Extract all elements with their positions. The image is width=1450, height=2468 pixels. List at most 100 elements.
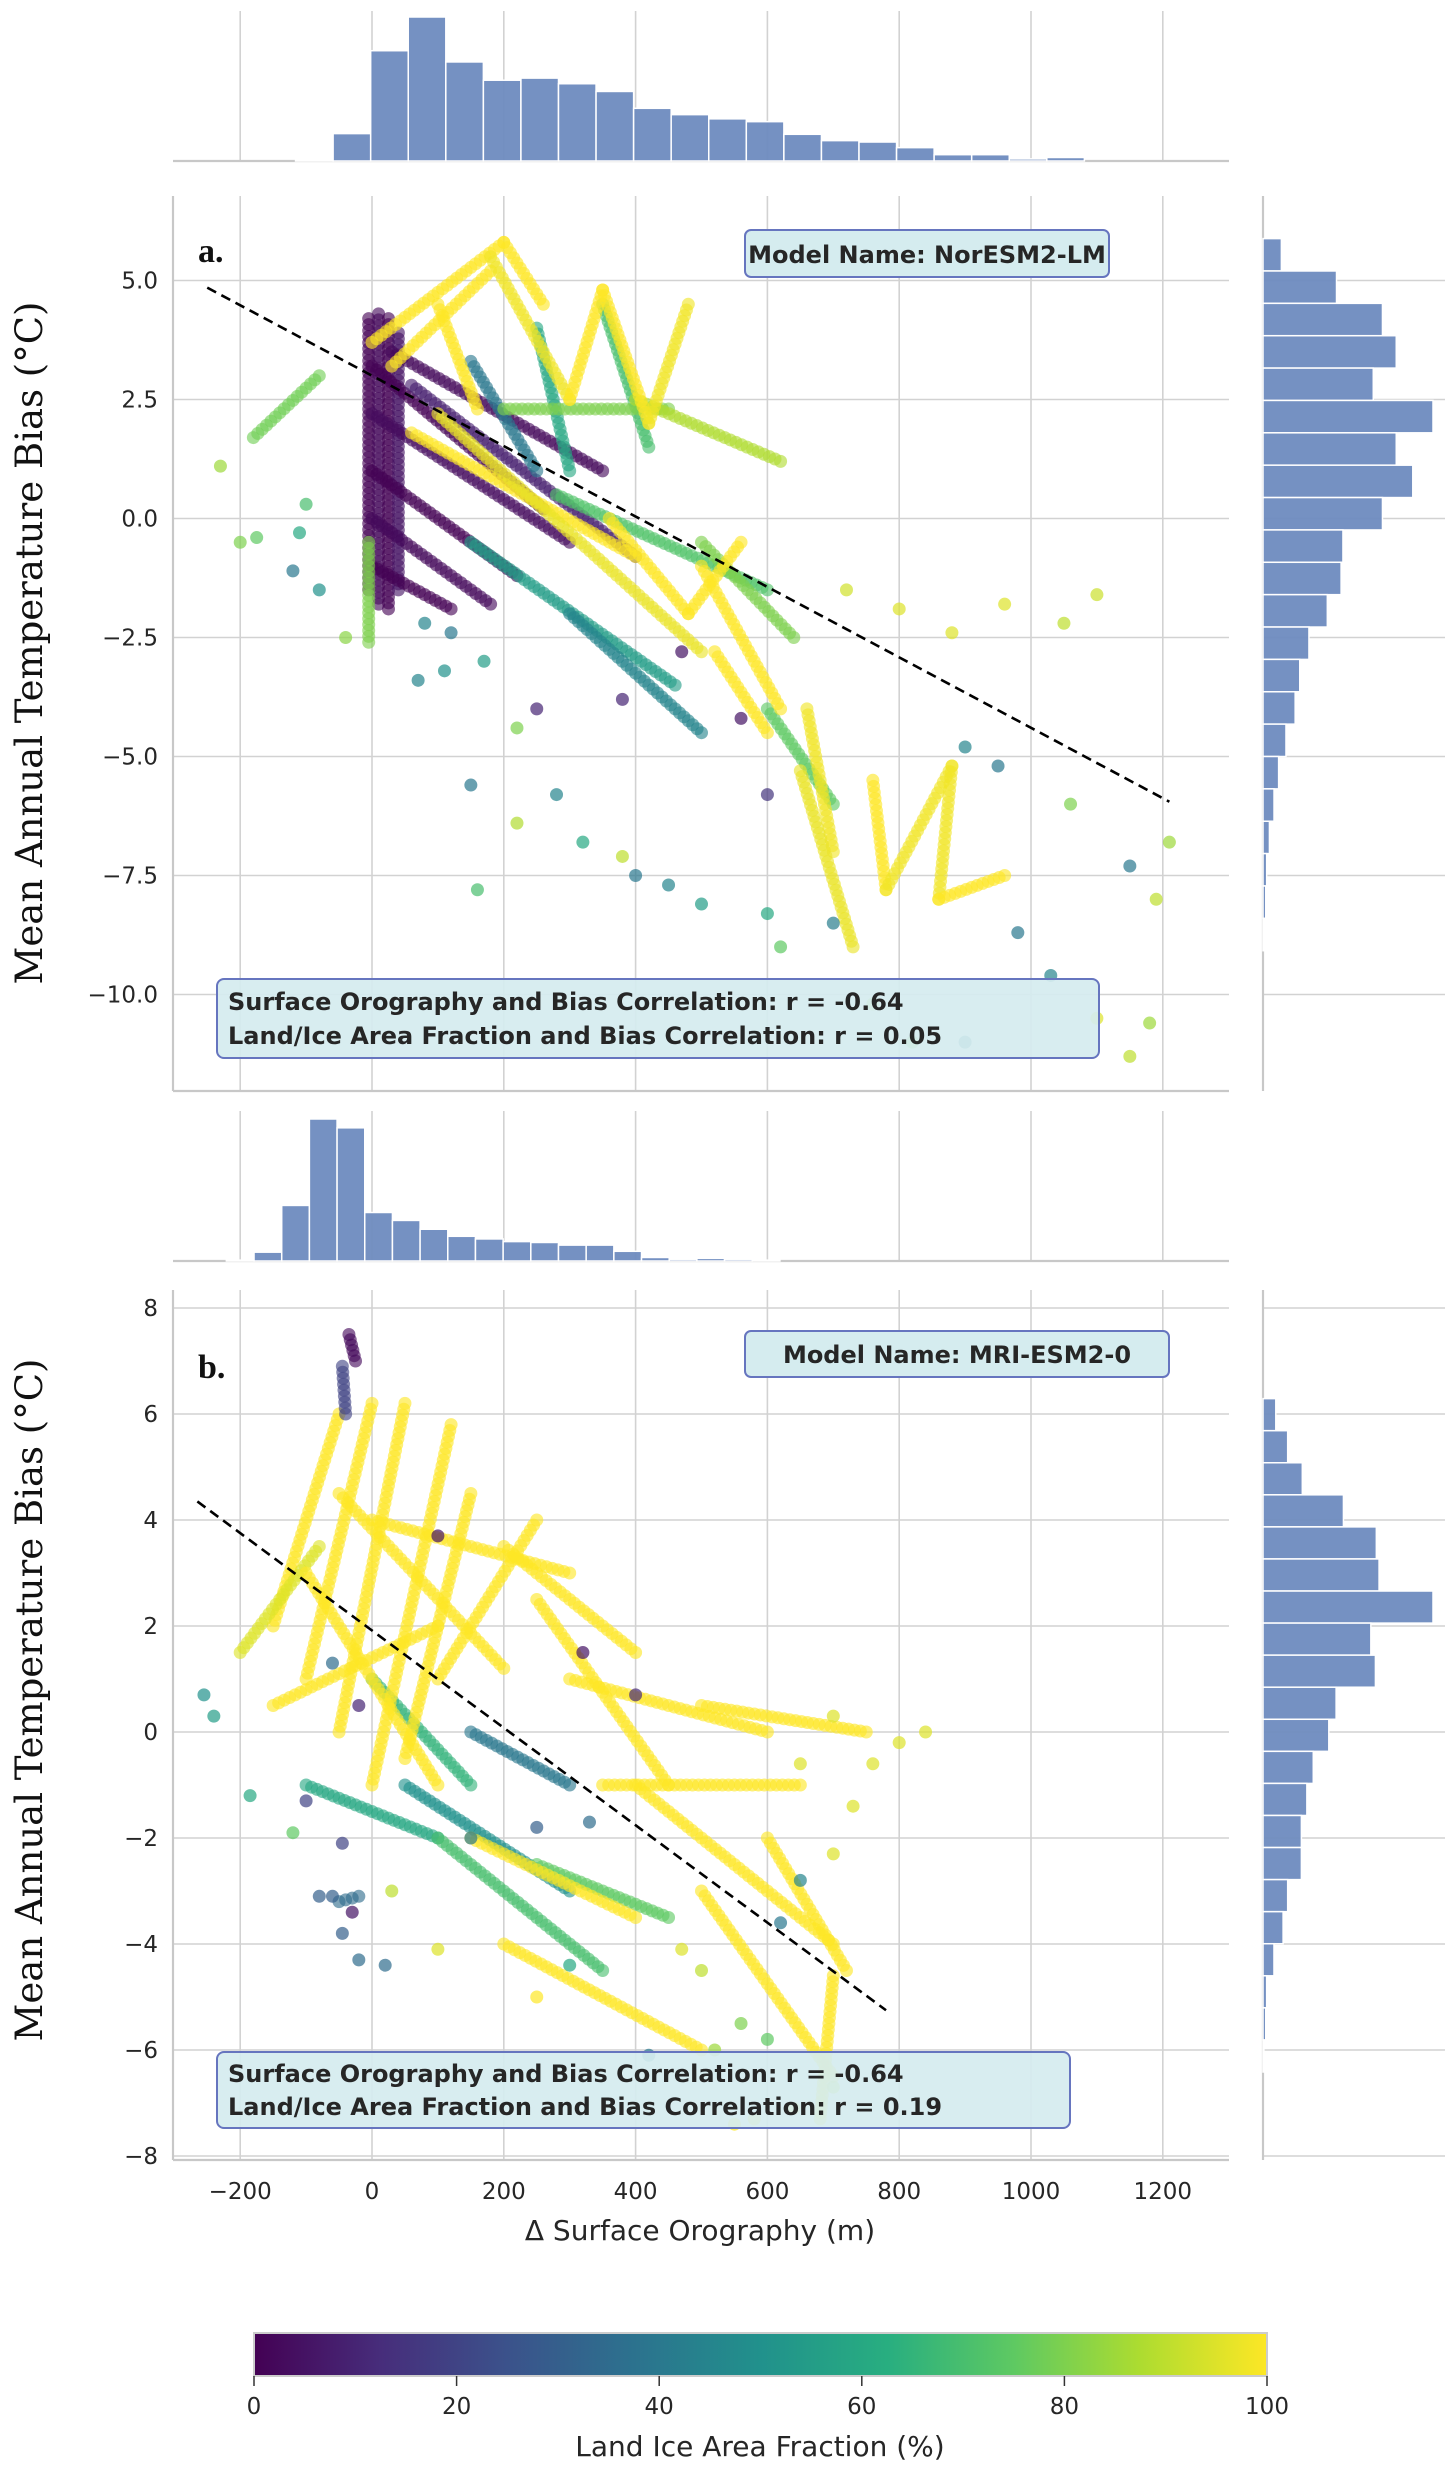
histogram-bar [294,158,334,162]
x-tick-label: 800 [877,2179,921,2205]
scatter-point [197,1688,211,1702]
colorbar-label: Land Ice Area Fraction (%) [575,2430,944,2463]
histogram-bar [895,146,935,162]
scatter-point [213,459,227,473]
scatter-point [339,631,353,644]
panel-b-regression-line [196,1500,887,2012]
scatter-point [629,1646,643,1659]
panel-a-regression-line [206,286,1171,803]
scatter-point [339,1407,353,1421]
scatter-point [615,849,629,863]
histogram-bar [585,1244,615,1262]
scatter-point [1149,892,1163,906]
scatter-point [774,1916,788,1930]
histogram-bar [820,139,860,162]
y-tick-label: −6 [124,2038,158,2064]
scatter-point [563,464,577,478]
histogram-bar [447,1235,477,1262]
colorbar-tick-label: 40 [645,2394,674,2420]
scatter-point [411,673,425,687]
scatter-point [312,1540,326,1553]
histogram-bar [1262,658,1301,693]
scatter-point [866,1757,880,1771]
scatter-point [464,1831,478,1845]
histogram-bar [1262,1654,1377,1688]
scatter-point [695,726,708,740]
histogram-bar [1262,432,1397,466]
scatter-point [243,1789,257,1803]
histogram-bar [332,132,372,162]
histogram-bar [1262,334,1397,369]
panel-b-correlation-box: Surface Orography and Bias Correlation: … [216,2051,1071,2129]
scatter-point [892,1736,906,1750]
panel-b-model-name: Model Name: MRI-ESM2-0 [783,1341,1131,1369]
scatter-point [787,631,801,644]
histogram-bar [1262,1846,1303,1881]
scatter-point [250,531,264,545]
scatter-point [349,1354,363,1368]
scatter-point [530,1990,544,2004]
scatter-point [381,602,395,616]
x-tick-label: 1200 [1134,2179,1193,2205]
scatter-point [286,1826,300,1840]
colorbar-ticks: 0 20 40 60 80 100 [247,2376,1289,2420]
panel-a: 5.0 2.5 0.0 −2.5 −5.0 −7.5 −10.0 a. Model Name… [8,11,1445,1093]
panel-a-ice-fraction-correlation: Land/Ice Area Fraction and Bias Correlat… [228,1022,942,1050]
scatter-point [563,1566,577,1580]
scatter-point [839,583,853,597]
histogram-bar [1262,1462,1304,1496]
histogram-bar [1262,852,1268,887]
scatter-point [312,583,326,597]
scatter-point [530,702,544,716]
histogram-bar [632,107,672,162]
scatter-point [774,702,788,716]
histogram-bar [1262,1622,1372,1656]
scatter-point [299,1794,313,1808]
histogram-bar [640,1256,670,1262]
histogram-bar [1262,1558,1380,1592]
scatter-point [530,464,544,478]
scatter-point [695,897,708,911]
histogram-bar [745,120,785,162]
scatter-point [793,1778,807,1792]
scatter-point [464,778,478,792]
scatter-point [312,369,326,383]
histogram-bar [1262,1782,1308,1817]
scatter-point [352,1953,366,1967]
scatter-point [1011,926,1025,940]
histogram-bar [1262,399,1434,434]
panel-a-correlation-box: Surface Orography and Bias Correlation: … [216,978,1100,1059]
histogram-bar [1262,367,1375,402]
histogram-bar [1008,158,1048,162]
scatter-point [826,1847,840,1861]
y-tick-label: −8 [124,2144,158,2170]
panel-a-y-axis-label: Mean Annual Temperature Bias (°C) [8,302,51,985]
scatter-point [345,1905,359,1919]
histogram-bar [1262,917,1265,952]
histogram-bar [1262,2039,1265,2073]
histogram-bar [1262,1397,1277,1432]
scatter-point [991,759,1005,773]
histogram-bar [391,1219,421,1262]
panel-b-spines [171,1290,1229,2162]
histogram-bar [613,1250,643,1262]
scatter-point [385,1884,399,1898]
histogram-bar [751,1259,781,1262]
panel-b-label: b. [198,1349,225,1386]
scatter-point [444,626,458,640]
y-tick-label: 8 [143,1296,158,1322]
scatter-point [233,535,247,549]
panel-b-x-tick-labels: −200 0 200 400 600 800 1000 1200 [209,2179,1192,2205]
scatter-point [826,916,840,930]
histogram-bar [1262,1686,1337,1721]
panel-b-y-axis-label: Mean Annual Temperature Bias (°C) [8,1359,51,2042]
scatter-point [563,1958,577,1972]
histogram-bar [1262,1750,1315,1785]
scatter-point [299,497,313,511]
scatter-point [998,869,1012,882]
histogram-bar [308,1118,338,1262]
histogram-bar [1262,1590,1434,1624]
x-tick-label: 400 [614,2179,658,2205]
histogram-bar [670,113,710,162]
